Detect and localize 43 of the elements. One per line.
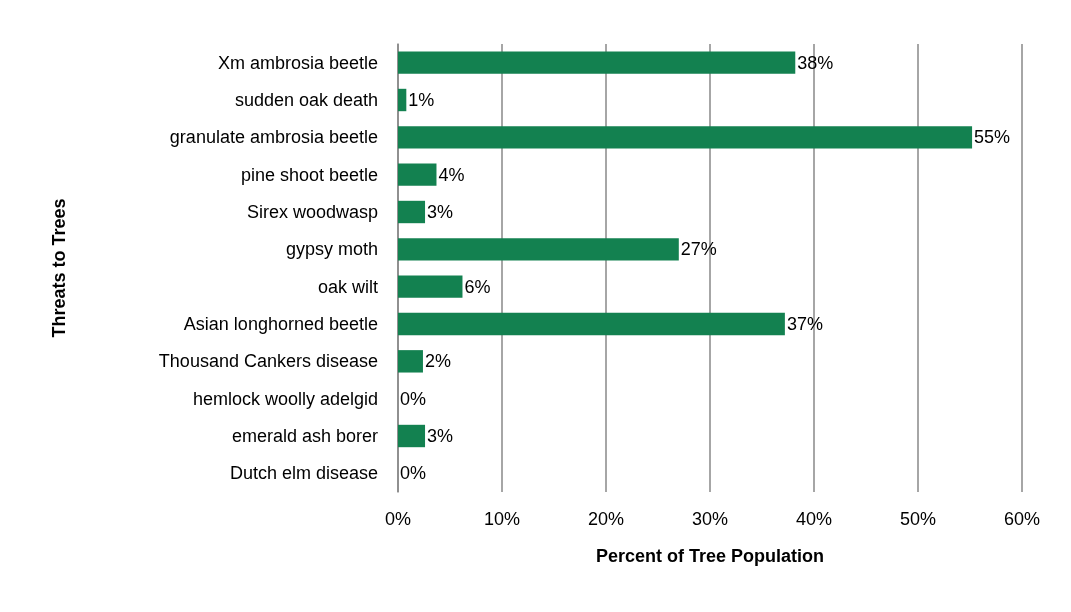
data-label: 0% <box>400 388 427 409</box>
data-label: 38% <box>797 52 834 73</box>
y-tick-label: pine shoot beetle <box>240 164 378 185</box>
bar <box>398 238 679 261</box>
bar <box>398 275 463 298</box>
y-tick-label: gypsy moth <box>285 239 378 260</box>
bar <box>398 424 426 448</box>
bar <box>398 88 407 112</box>
data-label: 37% <box>786 314 823 334</box>
y-tick-label: Thousand Cankers disease <box>158 351 378 372</box>
y-axis-title: Threats to Trees <box>49 198 69 338</box>
y-tick-label: Asian longhorned beetle <box>183 314 378 334</box>
y-tick-label: Xm ambrosia beetle <box>217 52 378 73</box>
x-tick-label: 10% <box>483 509 521 529</box>
y-tick-label: granulate ambrosia beetle <box>169 127 378 148</box>
y-tick-label: hemlock woolly adelgid <box>192 388 378 409</box>
data-label: 4% <box>438 164 465 185</box>
data-label: 2% <box>424 351 451 372</box>
data-label: 6% <box>464 276 491 297</box>
x-tick-label: 20% <box>587 509 625 529</box>
data-label: 3% <box>427 202 454 222</box>
y-tick-label: Dutch elm disease <box>229 463 378 484</box>
x-tick-label: 60% <box>1003 509 1041 529</box>
x-tick-label: 50% <box>899 509 937 529</box>
data-label: 27% <box>680 239 717 260</box>
bar <box>398 312 785 336</box>
x-tick-label: 40% <box>795 509 833 529</box>
x-tick-label: 30% <box>691 509 729 529</box>
x-axis-title: Percent of Tree Population <box>595 546 825 566</box>
data-label: 0% <box>400 463 427 484</box>
bar <box>398 350 423 373</box>
bar <box>398 200 426 224</box>
bar <box>398 126 973 149</box>
y-tick-label: emerald ash borer <box>231 426 378 446</box>
y-tick-label: oak wilt <box>317 276 378 297</box>
bar <box>398 163 437 186</box>
data-label: 55% <box>974 127 1011 148</box>
y-tick-label: sudden oak death <box>234 90 378 110</box>
y-tick-label: Sirex woodwasp <box>246 202 378 222</box>
bar <box>398 51 796 74</box>
data-label: 1% <box>408 90 435 110</box>
data-label: 3% <box>427 426 454 446</box>
x-tick-label: 0% <box>384 509 412 529</box>
